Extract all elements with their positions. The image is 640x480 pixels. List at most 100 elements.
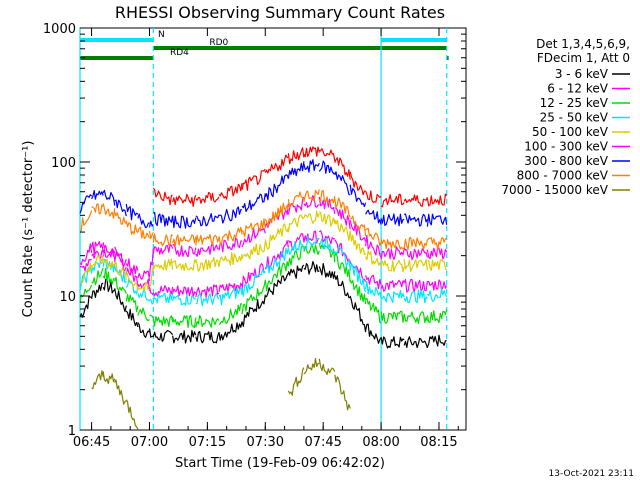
series-6 (79, 159, 448, 229)
series-3-segment-1 (91, 258, 104, 273)
legend-label-0: 3 - 6 keV (555, 67, 609, 81)
series-4-segment-13 (287, 214, 305, 233)
series-extra-0-segment-13 (403, 194, 428, 207)
x-tick-label-0: 06:45 (73, 435, 110, 450)
x-tick-label-5: 08:00 (362, 435, 399, 450)
series-1-segment-14 (303, 230, 320, 244)
series-extra-0-segment-4 (241, 168, 266, 191)
series-2-segment-8 (172, 314, 197, 329)
series-5-segment-1 (91, 241, 104, 255)
series-0-segment-0 (79, 295, 92, 318)
series-4-segment-18 (365, 250, 382, 268)
series-5-segment-3 (114, 246, 127, 268)
series-1-segment-18 (365, 274, 382, 290)
series-7-segment-9 (195, 233, 220, 246)
series-2-segment-2 (102, 267, 115, 285)
series-8-segment-0 (91, 370, 104, 390)
series-6-segment-18 (365, 209, 382, 225)
series-2-segment-11 (241, 280, 266, 315)
series-1-segment-12 (264, 240, 289, 270)
y-tick-label-3: 1000 (43, 22, 76, 37)
series-6-segment-4 (125, 203, 139, 221)
series-2-segment-13 (287, 245, 305, 266)
series-1-segment-19 (380, 279, 405, 292)
series-5-segment-7 (152, 244, 174, 255)
series-0-segment-4 (125, 308, 139, 328)
series-7-segment-6 (148, 230, 154, 239)
series-0-segment-18 (365, 323, 382, 344)
series-6-segment-8 (172, 215, 197, 229)
series-4-segment-0 (79, 262, 93, 284)
chart-title: RHESSI Observing Summary Count Rates (115, 3, 445, 22)
series-6-segment-12 (264, 174, 289, 201)
series-1-segment-7 (152, 285, 174, 297)
series-7-segment-15 (318, 190, 336, 205)
series-1-segment-1 (91, 250, 104, 259)
series-5-segment-19 (380, 246, 405, 260)
series-3-segment-20 (403, 289, 428, 304)
series-6-segment-10 (218, 206, 243, 224)
series-7-segment-19 (380, 238, 405, 250)
series-5-segment-13 (287, 196, 305, 215)
plot-frame (79, 27, 467, 431)
series-7-segment-1 (91, 203, 104, 215)
series-1-segment-0 (79, 258, 92, 272)
x-tick-label-1: 07:00 (131, 435, 168, 450)
legend-label-5: 100 - 300 keV (524, 140, 608, 154)
series-extra-0-segment-3 (218, 182, 243, 200)
series-7-segment-16 (334, 197, 351, 218)
legend-label-3: 25 - 50 keV (540, 111, 609, 125)
series-1-segment-9 (195, 284, 220, 298)
series-0-segment-9 (195, 330, 220, 344)
series-6-segment-0 (79, 194, 93, 214)
series-extra-0-segment-8 (318, 148, 336, 162)
series-3-segment-21 (426, 288, 448, 302)
series-3-segment-12 (264, 246, 289, 274)
series-1-segment-11 (241, 263, 266, 290)
series-7-segment-2 (102, 203, 116, 219)
series-3-segment-17 (349, 262, 367, 292)
series-4-segment-12 (264, 223, 289, 250)
series-extra-0-segment-7 (303, 146, 320, 158)
series-5-segment-0 (79, 243, 93, 266)
series-2-segment-12 (264, 261, 289, 292)
series-0-segment-10 (218, 321, 243, 341)
render-timestamp: 13-Oct-2021 23:11 (549, 469, 634, 479)
series-1 (79, 230, 448, 298)
series-extra-0-segment-1 (172, 193, 197, 207)
series-0-segment-8 (172, 329, 197, 344)
series-2-segment-7 (152, 315, 174, 327)
series-2-segment-6 (149, 314, 154, 319)
series-2-segment-9 (195, 315, 220, 328)
series-2-segment-19 (380, 310, 405, 324)
series-3-segment-14 (303, 235, 320, 250)
series-1-segment-8 (172, 285, 197, 297)
series-1-segment-6 (148, 287, 154, 296)
series-5-segment-10 (218, 237, 243, 253)
series-6-segment-11 (241, 193, 266, 212)
series-extra-0-segment-5 (264, 154, 289, 174)
series-0-segment-15 (318, 263, 336, 279)
series-7-segment-18 (365, 227, 382, 247)
series-0-segment-6 (148, 328, 154, 338)
legend-header-line-2: FDecim 1, Att 0 (537, 51, 630, 65)
series-extra-0-segment-2 (195, 191, 220, 204)
series-2-segment-16 (334, 251, 351, 283)
series-0-segment-5 (137, 322, 150, 338)
series-3-segment-16 (334, 246, 351, 270)
series-5-segment-2 (102, 242, 116, 258)
series-7-segment-14 (303, 189, 320, 202)
series-6-segment-5 (137, 213, 150, 229)
legend-label-1: 6 - 12 keV (547, 82, 609, 96)
series-0-segment-13 (287, 264, 305, 279)
series-1-segment-20 (403, 278, 428, 293)
series-4-segment-10 (218, 251, 243, 267)
series-3-segment-8 (172, 293, 196, 306)
series-2-segment-21 (426, 309, 448, 324)
legend: Det 1,3,4,5,6,9, FDecim 1, Att 0 3 - 6 k… (501, 37, 630, 197)
series-7-segment-7 (152, 233, 173, 247)
x-tick-label-4: 07:45 (304, 435, 341, 450)
series-6-segment-19 (380, 213, 405, 227)
series-0-segment-21 (426, 334, 447, 348)
